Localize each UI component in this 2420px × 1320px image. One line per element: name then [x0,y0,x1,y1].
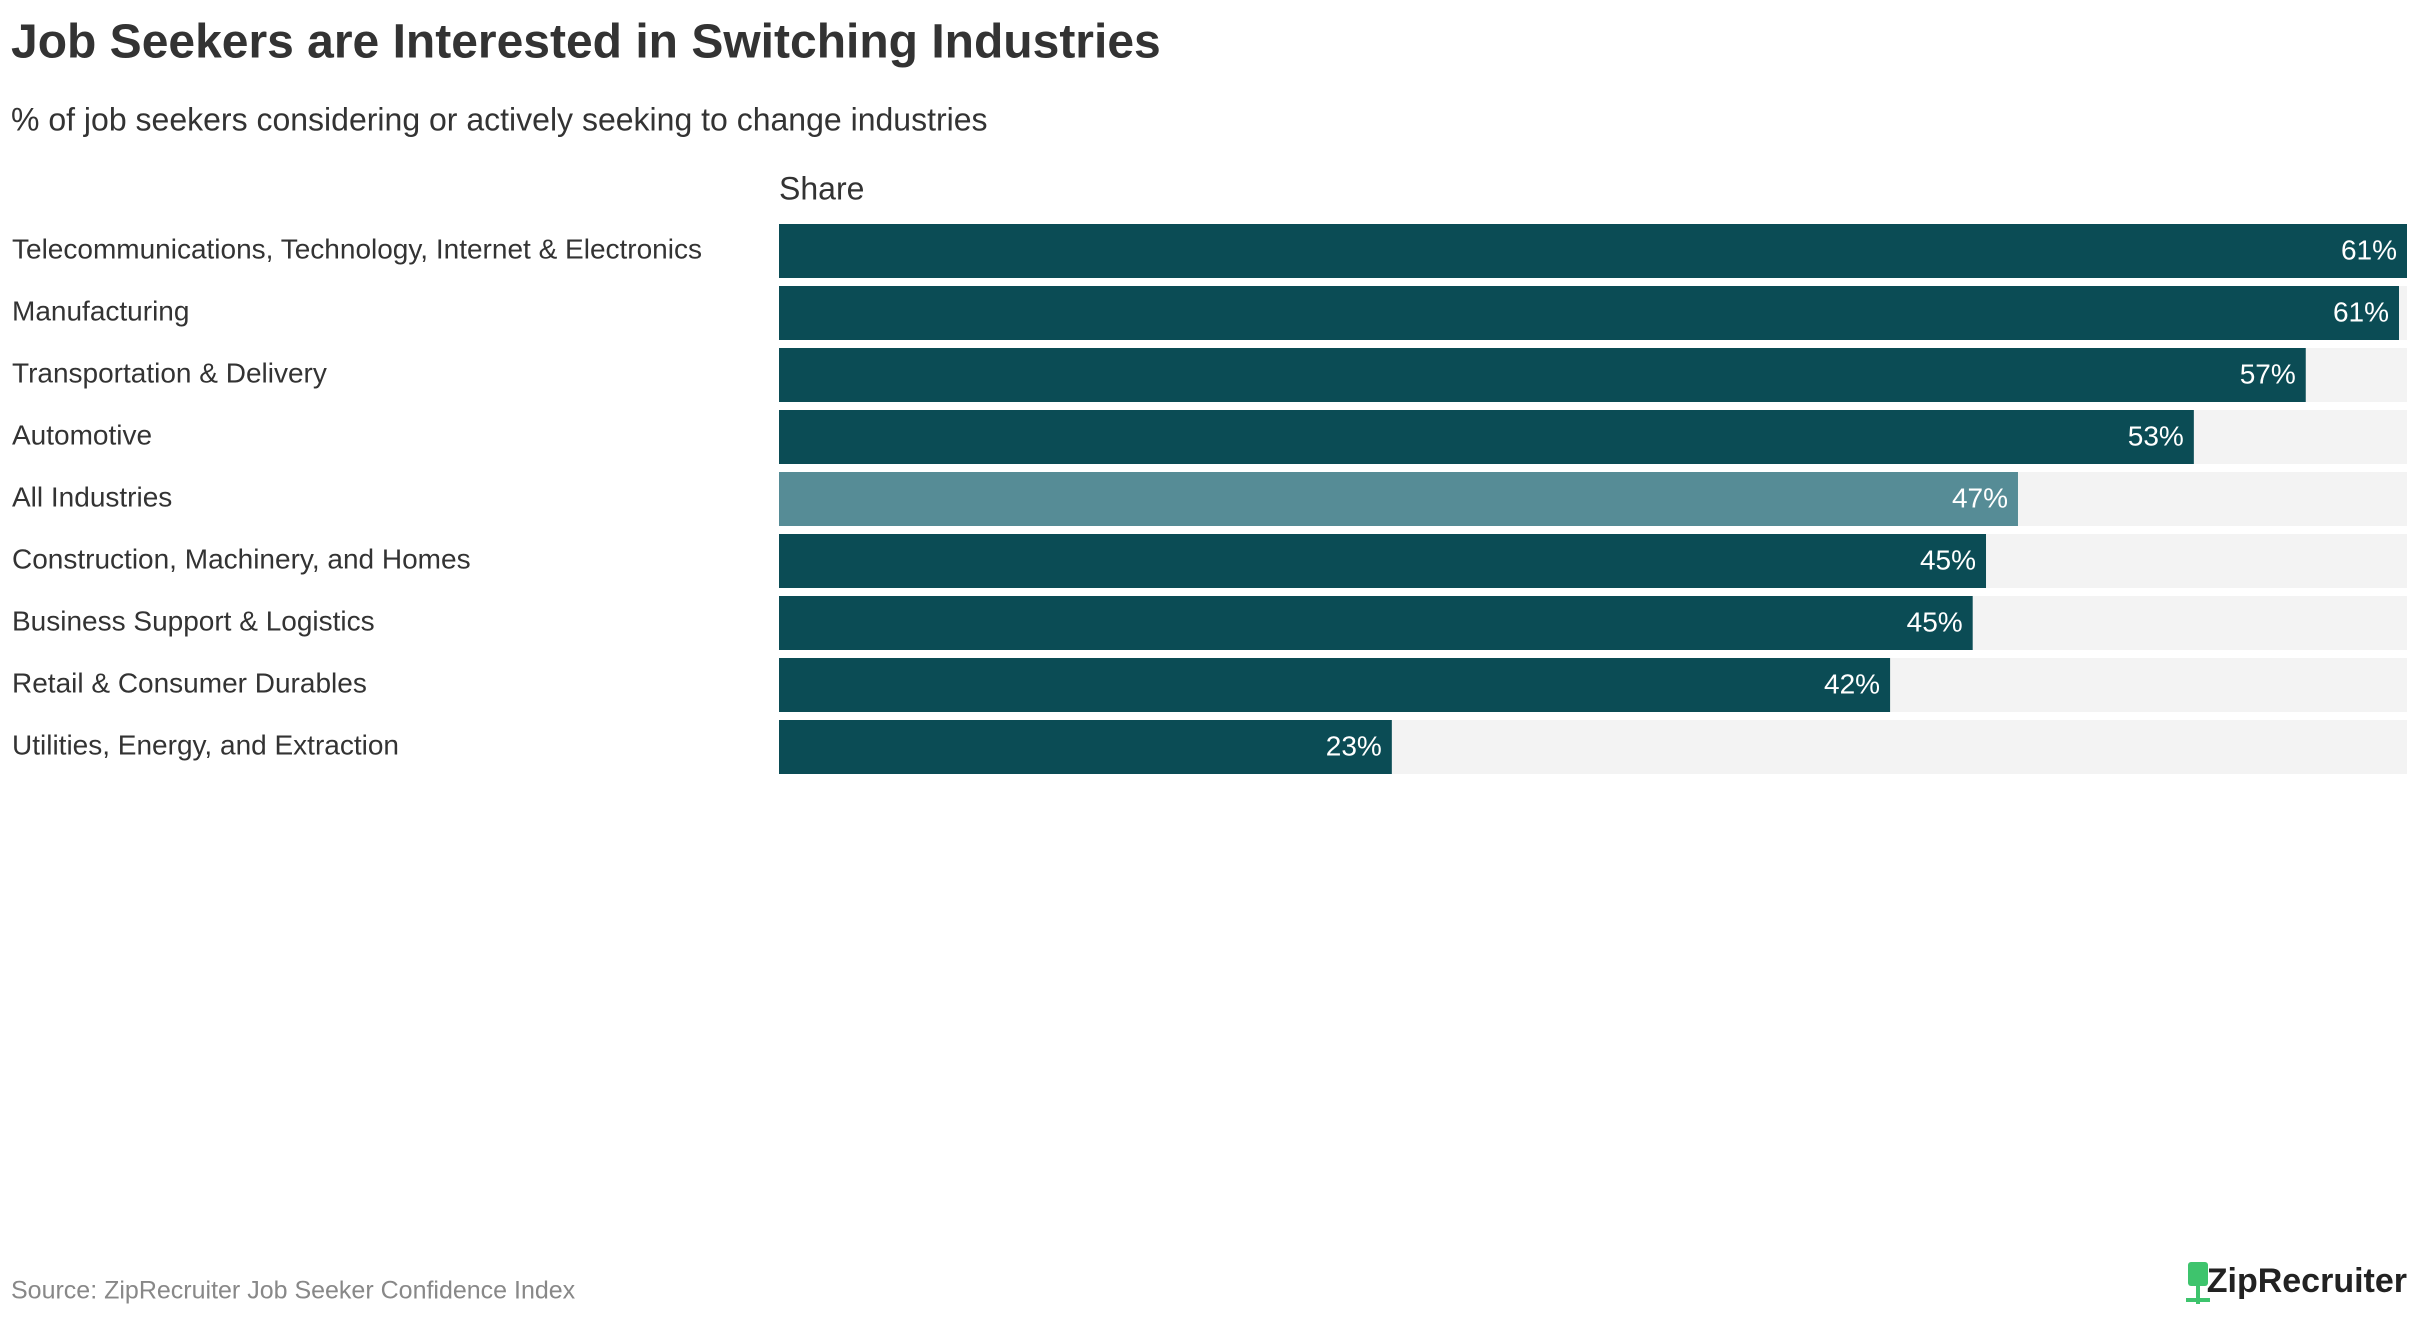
bar [779,410,2194,464]
category-label: Utilities, Energy, and Extraction [12,729,399,760]
logo: ZipRecruiter [2186,1262,2407,1304]
column-header: Share [779,170,864,206]
value-label: 61% [2333,296,2389,327]
category-label: Business Support & Logistics [12,605,375,636]
source-note: Source: ZipRecruiter Job Seeker Confiden… [11,1277,576,1305]
bar [779,534,1987,588]
bar [779,596,1973,650]
bar [779,472,2018,526]
value-label: 45% [1907,606,1963,637]
bar [779,658,1891,712]
category-label: Manufacturing [12,295,189,326]
bar [779,286,2400,340]
bar [779,348,2306,402]
value-label: 23% [1326,730,1382,761]
category-label: All Industries [12,481,172,512]
category-label: Retail & Consumer Durables [12,667,367,698]
logo-text: ZipRecruiter [2207,1262,2407,1300]
logo-icon [2186,1298,2210,1302]
value-label: 45% [1920,544,1976,575]
logo-icon [2196,1286,2200,1304]
value-label: 53% [2128,420,2184,451]
chart-subtitle: % of job seekers considering or actively… [11,101,988,137]
category-label: Construction, Machinery, and Homes [12,543,471,574]
category-label: Transportation & Delivery [12,357,327,388]
logo-icon [2188,1262,2208,1286]
category-label: Automotive [12,419,152,450]
bar [779,224,2407,278]
category-label: Telecommunications, Technology, Internet… [12,233,702,264]
value-label: 47% [1952,482,2008,513]
value-label: 57% [2240,358,2296,389]
value-label: 42% [1824,668,1880,699]
bar [779,720,1392,774]
value-label: 61% [2341,234,2397,265]
chart-title: Job Seekers are Interested in Switching … [11,16,1161,69]
